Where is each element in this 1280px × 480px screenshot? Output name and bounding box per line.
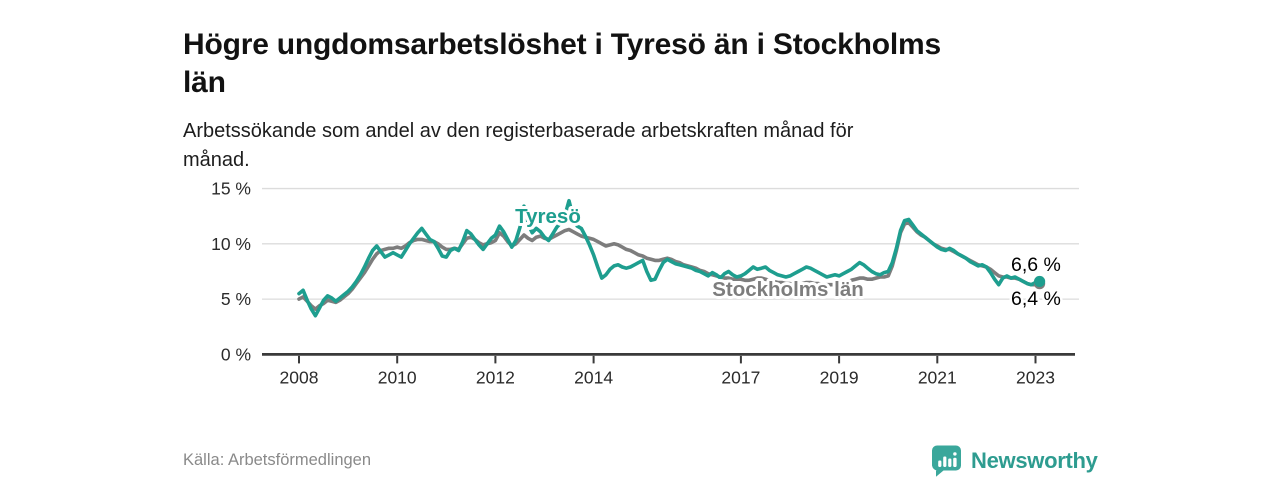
y-axis-labels: 0 % 5 % 10 % 15 % [211,179,251,365]
series-line-stockholms-l-n [297,221,1042,311]
x-tick-label: 2019 [820,367,859,387]
page-title-line1: Högre ungdomsarbetslöshet i Tyresö än i … [183,28,941,62]
end-value-label: 6,4 % [1011,288,1061,310]
series-end-dot [1033,275,1046,288]
series-label: Tyresö [515,205,581,228]
x-axis-ticks: 2008 2010 2012 2014 2017 2019 2021 2023 [280,355,1055,387]
newsworthy-logo-icon [932,445,961,477]
newsworthy-logo-text: Newsworthy [971,447,1098,473]
y-tick-label: 15 % [211,179,251,199]
x-tick-label: 2017 [721,367,760,387]
page-subtitle: Arbetssökande som andel av den registerb… [183,117,1083,175]
end-value-label: 6,6 % [1011,254,1061,276]
speech-bubble-shape [932,445,961,477]
x-tick-label: 2012 [476,367,515,387]
x-tick-label: 2021 [918,367,957,387]
source-note: Källa: Arbetsförmedlingen [183,451,372,469]
page-subtitle-line1: Arbetssökande som andel av den registerb… [183,120,854,142]
gridlines [262,187,1079,300]
newsworthy-logo: Newsworthy [930,444,1098,477]
y-tick-label: 5 % [221,289,251,309]
series-label: Tyresö [515,205,581,228]
x-tick-label: 2008 [280,367,319,387]
page-subtitle-line2: månad. [183,149,250,171]
series-label: Stockholms län [712,278,864,301]
y-tick-label: 10 % [211,234,251,254]
series-end-dot [1033,278,1046,290]
end-value-label: 6,6 % [1011,254,1061,276]
x-tick-label: 2014 [574,367,613,387]
page-title: Högre ungdomsarbetslöshet i Tyresö än i … [183,26,1143,102]
page-title-line2: län [183,66,226,100]
end-value-label: 6,4 % [1011,288,1061,310]
x-tick-label: 2023 [1016,367,1055,387]
series-label: Stockholms län [712,278,864,301]
y-tick-label: 0 % [221,344,251,364]
series-line-tyres- [297,198,1042,318]
x-tick-label: 2010 [378,367,417,387]
mini-bar-chart-glyph [938,452,957,467]
